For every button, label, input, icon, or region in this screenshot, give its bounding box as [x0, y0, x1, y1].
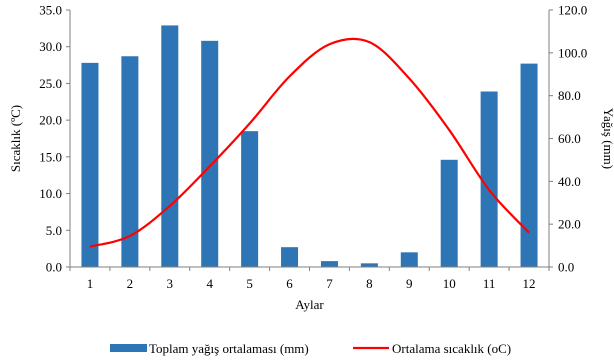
legend-line-label: Ortalama sıcaklık (oC) [392, 341, 511, 356]
bar-8 [360, 263, 378, 267]
x-tick-label: 11 [483, 276, 496, 291]
x-tick-label: 10 [443, 276, 456, 291]
y-right-tick-label: 40.0 [558, 174, 581, 189]
x-tick-label: 4 [206, 276, 213, 291]
y-left-tick-label: 0.0 [46, 260, 62, 275]
bar-12 [520, 63, 538, 267]
bar-2 [121, 56, 139, 268]
y-right-tick-label: 60.0 [558, 131, 581, 146]
line-layer [89, 37, 530, 248]
y-right-tick-label: 100.0 [558, 45, 587, 60]
x-tick-label: 1 [87, 276, 94, 291]
x-axis-label: Aylar [295, 297, 324, 312]
y-left-tick-label: 20.0 [39, 113, 62, 128]
y-left-tick-label: 25.0 [39, 76, 62, 91]
y-axis-right-label: Yağış (mm) [601, 108, 614, 169]
x-tick-label: 12 [523, 276, 536, 291]
y-right-tick-label: 20.0 [558, 217, 581, 232]
bars-layer [81, 25, 538, 268]
y-axis-left-label: Sıcaklık (ºC) [8, 105, 23, 172]
bar-7 [320, 261, 338, 267]
ticks-layer: 0.0 5.0 10.0 15.0 20.0 25.0 30.0 35.0 0.0 20.0 40.… [39, 3, 587, 292]
bar-9 [400, 252, 418, 267]
y-right-tick-label: 120.0 [558, 3, 587, 18]
legend-bar-swatch [110, 344, 147, 352]
bar-4 [201, 40, 219, 268]
bar-10 [440, 159, 458, 267]
bar-3 [161, 25, 179, 268]
y-right-tick-label: 80.0 [558, 88, 581, 103]
x-tick-label: 2 [127, 276, 134, 291]
y-right-tick-label: 0.0 [558, 260, 574, 275]
x-tick-label: 5 [246, 276, 253, 291]
x-tick-label: 3 [167, 276, 174, 291]
legend-bar-label: Toplam yağış ortalaması (mm) [149, 341, 309, 356]
bar-5 [241, 131, 259, 267]
legend: Toplam yağış ortalaması (mm) Ortalama sı… [110, 341, 511, 356]
bar-1 [81, 62, 99, 267]
y-left-tick-label: 10.0 [39, 186, 62, 201]
bar-11 [480, 91, 498, 268]
x-tick-label: 9 [406, 276, 413, 291]
x-tick-label: 8 [366, 276, 373, 291]
temperature-line [89, 37, 530, 248]
x-tick-label: 7 [326, 276, 333, 291]
y-left-tick-label: 35.0 [39, 3, 62, 18]
y-left-tick-label: 5.0 [46, 223, 62, 238]
y-left-tick-label: 30.0 [39, 39, 62, 54]
bar-6 [281, 247, 299, 267]
x-tick-label: 6 [286, 276, 293, 291]
y-left-tick-label: 15.0 [39, 149, 62, 164]
